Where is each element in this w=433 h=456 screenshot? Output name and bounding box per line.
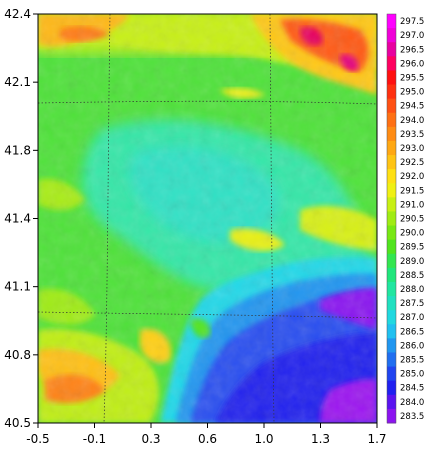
- colorbar-tick-label: 297.5: [400, 17, 424, 27]
- colorbar-swatch: [387, 296, 396, 311]
- colorbar-swatch: [387, 84, 396, 100]
- x-tick-label: 1.7: [367, 432, 386, 446]
- colorbar: 297.5 297.0 296.5 296.0 295.5 295.0 294.5 294.0…: [386, 13, 424, 424]
- colorbar-swatch: [387, 14, 396, 29]
- colorbar-swatch: [387, 28, 396, 43]
- x-tick-label: 0.3: [141, 432, 160, 446]
- x-tick-label: 1.0: [254, 432, 273, 446]
- x-tick-label: -0.1: [83, 432, 106, 446]
- colorbar-tick-label: 296.0: [400, 59, 424, 69]
- colorbar-swatch: [387, 267, 396, 283]
- colorbar-swatch: [387, 324, 396, 339]
- colorbar-tick-label: 297.0: [400, 31, 424, 41]
- colorbar-tick-label: 289.5: [400, 243, 424, 253]
- colorbar-swatch: [387, 408, 396, 424]
- colorbar-tick-label: 294.5: [400, 102, 424, 112]
- colorbar-tick-label: 291.0: [400, 200, 424, 210]
- colorbar-swatch: [387, 126, 396, 142]
- colorbar-tick-label: 290.0: [400, 229, 424, 239]
- colorbar-swatch: [387, 253, 396, 269]
- y-tick-label: 41.8: [4, 143, 31, 157]
- colorbar-tick-label: 285.0: [400, 370, 424, 380]
- colorbar-swatch: [387, 281, 396, 297]
- colorbar-tick-label: 285.5: [400, 356, 424, 366]
- colorbar-tick-label: 294.0: [400, 116, 424, 126]
- y-tick-label: 41.1: [4, 280, 31, 294]
- colorbar-tick-label: 295.5: [400, 73, 424, 83]
- colorbar-tick-label: 289.0: [400, 257, 424, 267]
- colorbar-swatch: [387, 211, 396, 227]
- colorbar-swatch: [387, 197, 396, 212]
- colorbar-swatch: [387, 366, 396, 382]
- y-tick-label: 41.4: [4, 212, 31, 226]
- colorbar-swatch: [387, 338, 396, 353]
- colorbar-tick-label: 292.0: [400, 172, 424, 182]
- colorbar-swatch: [387, 380, 396, 396]
- colorbar-swatch: [387, 70, 396, 86]
- colorbar-tick-label: 290.5: [400, 215, 424, 225]
- colorbar-swatch: [387, 155, 396, 170]
- colorbar-swatch: [387, 183, 396, 198]
- colorbar-tick-label: 283.5: [400, 412, 424, 422]
- colorbar-tick-label: 291.5: [400, 186, 424, 196]
- y-tick-label: 42.1: [4, 75, 31, 89]
- colorbar-swatch: [387, 225, 396, 241]
- temperature-field: [38, 14, 377, 423]
- colorbar-tick-label: 284.0: [400, 398, 424, 408]
- colorbar-frame: [386, 13, 397, 424]
- colorbar-tick-label: 296.5: [400, 45, 424, 55]
- colorbar-tick-label: 284.5: [400, 384, 424, 394]
- colorbar-swatch: [387, 394, 396, 410]
- colorbar-swatch: [387, 42, 396, 57]
- colorbar-tick-label: 295.0: [400, 88, 424, 98]
- y-tick-label: 40.8: [4, 348, 31, 362]
- colorbar-tick-label: 287.0: [400, 313, 424, 323]
- x-tick-label: -0.5: [26, 432, 49, 446]
- colorbar-tick-label: 288.0: [400, 285, 424, 295]
- colorbar-swatch: [387, 98, 396, 114]
- x-tick-label: 0.6: [198, 432, 217, 446]
- x-tick-label: 1.3: [311, 432, 330, 446]
- colorbar-swatch: [387, 352, 396, 368]
- colorbar-swatch: [387, 56, 396, 71]
- colorbar-tick-label: 286.5: [400, 327, 424, 337]
- colorbar-tick-label: 292.5: [400, 158, 424, 168]
- colorbar-swatch: [387, 112, 396, 128]
- colorbar-swatch: [387, 310, 396, 325]
- colorbar-swatch: [387, 169, 396, 184]
- y-tick-label: 40.5: [4, 416, 31, 430]
- map-gridlines: [38, 14, 377, 423]
- colorbar-tick-label: 293.0: [400, 144, 424, 154]
- y-axis: 42.4 42.1 41.8 41.4 41.1 40.8 40.5: [4, 7, 38, 430]
- colorbar-tick-label: 287.5: [400, 299, 424, 309]
- colorbar-swatch: [387, 239, 396, 255]
- colorbar-tick-label: 293.5: [400, 130, 424, 140]
- colorbar-swatch: [387, 140, 396, 156]
- colorbar-tick-label: 286.0: [400, 341, 424, 351]
- y-tick-label: 42.4: [4, 7, 31, 21]
- colorbar-tick-label: 288.5: [400, 271, 424, 281]
- x-axis: -0.5 -0.1 0.3 0.6 1.0 1.3 1.7: [26, 423, 387, 446]
